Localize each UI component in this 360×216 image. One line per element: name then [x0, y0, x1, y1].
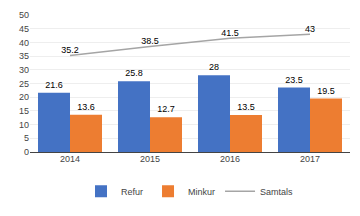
svg-text:Minkur: Minkur	[188, 187, 215, 197]
svg-text:2017: 2017	[300, 154, 320, 164]
svg-text:5: 5	[24, 133, 29, 143]
svg-text:35.2: 35.2	[61, 45, 79, 55]
svg-text:19.5: 19.5	[317, 86, 335, 96]
svg-text:43: 43	[305, 24, 315, 34]
svg-text:15: 15	[19, 106, 29, 116]
svg-text:12.7: 12.7	[157, 104, 175, 114]
svg-text:25: 25	[19, 79, 29, 89]
svg-text:2015: 2015	[140, 154, 160, 164]
svg-text:2016: 2016	[220, 154, 240, 164]
svg-text:35: 35	[19, 51, 29, 61]
svg-text:Refur: Refur	[121, 187, 143, 197]
svg-text:45: 45	[19, 24, 29, 34]
svg-text:13.5: 13.5	[237, 102, 255, 112]
svg-text:Samtals: Samtals	[260, 187, 293, 197]
svg-text:2014: 2014	[60, 154, 80, 164]
svg-text:28: 28	[209, 62, 219, 72]
svg-text:25.8: 25.8	[125, 68, 143, 78]
svg-text:20: 20	[19, 92, 29, 102]
svg-text:0: 0	[24, 147, 29, 157]
svg-text:23.5: 23.5	[285, 75, 303, 85]
svg-text:21.6: 21.6	[45, 80, 63, 90]
svg-text:50: 50	[19, 10, 29, 20]
svg-text:40: 40	[19, 38, 29, 48]
svg-text:13.6: 13.6	[77, 102, 95, 112]
svg-text:10: 10	[19, 120, 29, 130]
svg-text:30: 30	[19, 65, 29, 75]
svg-text:38.5: 38.5	[141, 36, 159, 46]
svg-text:41.5: 41.5	[221, 28, 239, 38]
